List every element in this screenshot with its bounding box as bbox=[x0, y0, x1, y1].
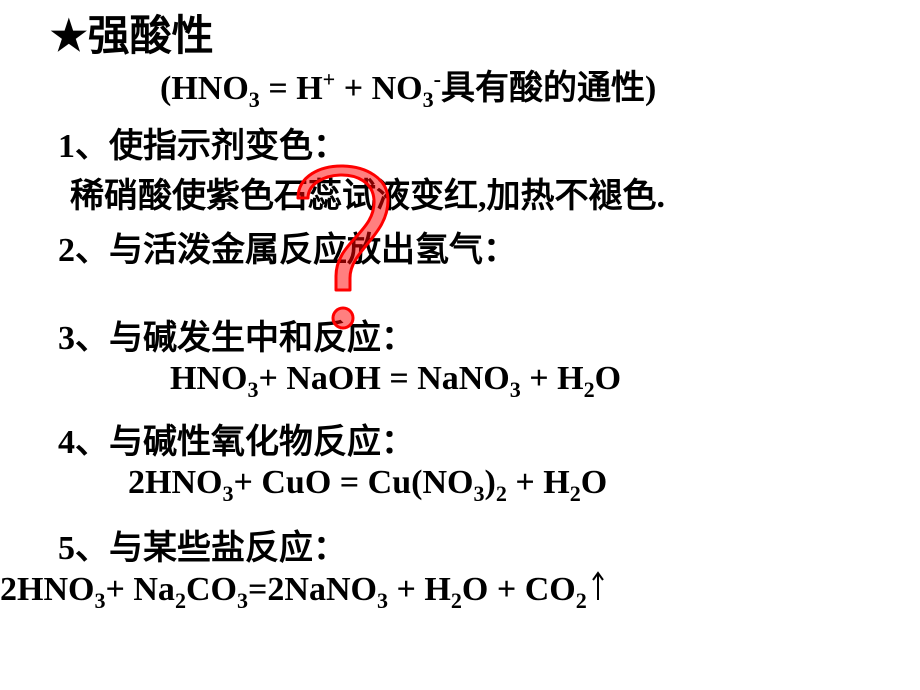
item-3: 3、与碱发生中和反应： bbox=[58, 310, 415, 359]
item-2: 2、与活泼金属反应放出氢气： bbox=[58, 222, 517, 271]
item-2-num: 2、 bbox=[58, 232, 109, 269]
item-5-label: 与某些盐反应： bbox=[109, 530, 347, 567]
item-2-label: 与活泼金属反应放出氢气： bbox=[109, 232, 517, 269]
sub-tail: 具有酸的通性) bbox=[441, 70, 656, 107]
item-1-label: 使指示剂变色： bbox=[109, 128, 347, 165]
sub-p1: (HNO3 = H+ + NO3- bbox=[160, 70, 441, 107]
item-3-label: 与碱发生中和反应： bbox=[109, 320, 415, 357]
title-text: 强酸性 bbox=[88, 14, 214, 60]
item-4-label: 与碱性氧化物反应： bbox=[109, 424, 415, 461]
item-3-num: 3、 bbox=[58, 320, 109, 357]
item-4: 4、与碱性氧化物反应： bbox=[58, 414, 415, 463]
item-3-eq: HNO3+ NaOH = NaNO3 + H2O bbox=[170, 360, 621, 398]
star-icon: ★ bbox=[50, 14, 88, 60]
gas-arrow-icon bbox=[591, 570, 605, 609]
item-5-num: 5、 bbox=[58, 530, 109, 567]
item-1-num: 1、 bbox=[58, 128, 109, 165]
item-1-detail: 稀硝酸使紫色石蕊试液变红,加热不褪色. bbox=[70, 168, 665, 217]
item-4-eq: 2HNO3+ CuO = Cu(NO3)2 + H2O bbox=[128, 464, 607, 502]
item-5: 5、与某些盐反应： bbox=[58, 520, 347, 569]
item-5-eq: 2HNO3+ Na2CO3=2NaNO3 + H2O + CO2 bbox=[0, 570, 605, 609]
item-1: 1、使指示剂变色： bbox=[58, 118, 347, 167]
item-4-num: 4、 bbox=[58, 424, 109, 461]
subtitle: (HNO3 = H+ + NO3-具有酸的通性) bbox=[160, 60, 656, 109]
title: ★强酸性 bbox=[50, 2, 214, 63]
